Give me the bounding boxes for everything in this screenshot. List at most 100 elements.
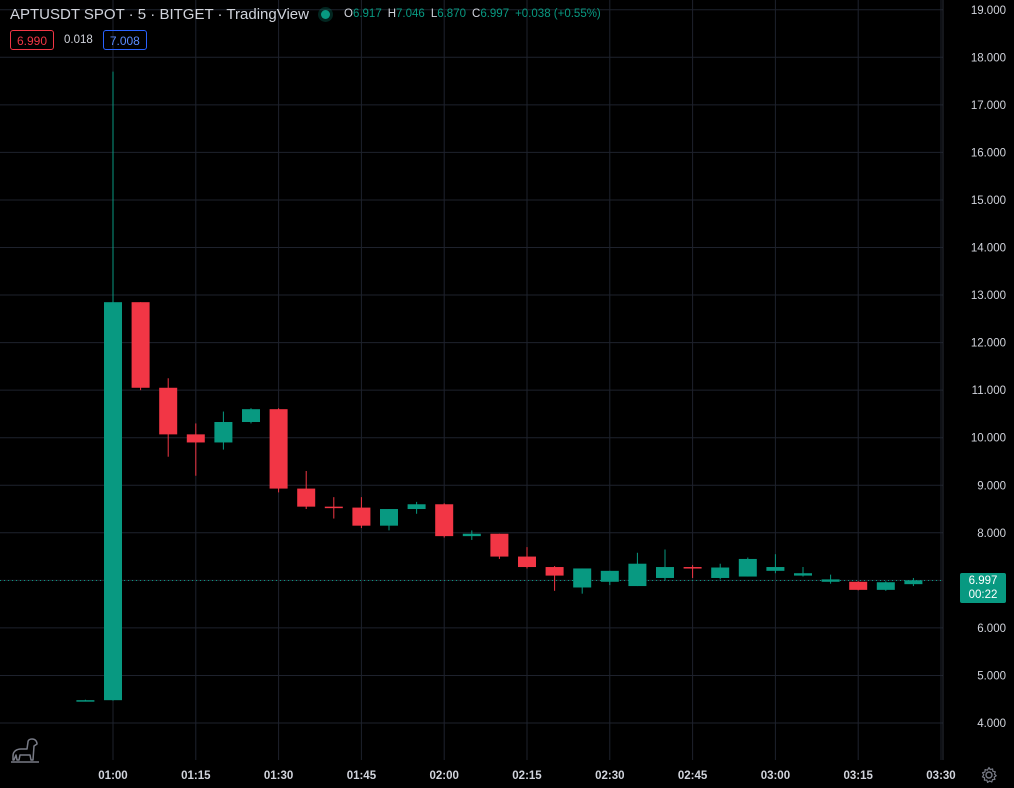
candle-body (104, 302, 122, 701)
candle-up (656, 549, 674, 581)
tradingview-dino-icon[interactable] (10, 736, 40, 764)
candle-up (766, 554, 785, 574)
x-tick-label: 02:30 (595, 770, 624, 782)
candle-body (407, 504, 426, 510)
y-tick-label: 17.000 (971, 100, 1006, 112)
candle-body (656, 567, 674, 578)
candle-up (214, 411, 233, 450)
candle-body (159, 387, 178, 435)
candle-up (738, 557, 757, 577)
candle-up (794, 567, 812, 577)
candle-up (821, 574, 840, 584)
x-tick-label: 03:30 (926, 770, 955, 782)
x-tick-label: 03:00 (761, 770, 790, 782)
x-tick-label: 03:15 (843, 770, 873, 782)
candle-down (186, 423, 205, 476)
candle-up (380, 509, 398, 531)
candle-down (490, 533, 509, 559)
candle-down (683, 565, 702, 578)
candle-body (821, 579, 840, 582)
close-value: 6.997 (480, 8, 510, 20)
x-tick-label: 02:45 (678, 770, 708, 782)
y-tick-label: 15.000 (971, 195, 1006, 207)
candle-body (131, 302, 150, 388)
candle-down (518, 547, 536, 569)
close-label: C (472, 8, 481, 20)
candle-down (269, 408, 288, 493)
candle-down (545, 566, 564, 591)
price-change: +0.038 (+0.55%) (515, 8, 601, 20)
y-tick-label: 4.000 (977, 718, 1006, 730)
market-status-dot-icon (320, 9, 330, 19)
candle-body (490, 533, 509, 557)
candle-body (628, 563, 647, 587)
candle-body (794, 573, 812, 576)
buy-price-button[interactable]: 7.008 (102, 30, 147, 50)
candle-body (518, 556, 536, 568)
open-label: O (343, 8, 353, 20)
candle-body (876, 582, 895, 590)
candle-down (297, 470, 316, 510)
candle-body (711, 567, 730, 578)
candle-body (849, 581, 868, 590)
x-tick-label: 01:45 (347, 770, 377, 782)
y-tick-label: 16.000 (971, 147, 1006, 159)
time-axis[interactable]: 01:00 01:15 01:30 01:45 02:00 02:15 02:30 02:45… (98, 770, 955, 782)
x-tick-label: 02:00 (429, 770, 458, 782)
last-price-value: 6.997 (968, 575, 998, 587)
y-tick-label: 14.000 (971, 243, 1006, 255)
candle-up (76, 699, 95, 702)
spread-value: 0.018 (64, 34, 93, 46)
quote-row: 6.990 0.018 7.008 (10, 29, 147, 51)
y-tick-label: 18.000 (971, 52, 1006, 64)
candle-body (269, 409, 288, 489)
candles (76, 71, 923, 702)
candle-up (407, 501, 426, 514)
candle-up (711, 563, 730, 580)
candle-down (131, 302, 150, 391)
sell-price-button[interactable]: 6.990 (10, 30, 55, 50)
bar-countdown: 00:22 (968, 589, 998, 601)
candle-down (324, 497, 343, 519)
candle-up (462, 530, 481, 540)
y-tick-label: 19.000 (971, 5, 1006, 17)
symbol-title[interactable]: APTUSDT SPOT · 5 · BITGET · TradingView (10, 5, 309, 23)
candle-down (435, 503, 454, 538)
candle-body (214, 422, 233, 443)
symbol-header: APTUSDT SPOT · 5 · BITGET · TradingView … (10, 4, 601, 24)
x-tick-label: 01:30 (264, 770, 293, 782)
x-tick-label: 01:15 (181, 770, 211, 782)
y-tick-label: 8.000 (977, 528, 1006, 540)
low-label: L (430, 8, 438, 20)
candle-body (738, 558, 757, 577)
candle-up (242, 408, 260, 424)
grid-lines (0, 0, 943, 760)
candle-down (159, 378, 178, 457)
candle-body (683, 567, 702, 569)
candle-body (462, 533, 481, 537)
low-value: 6.870 (437, 8, 466, 20)
y-tick-label: 12.000 (971, 338, 1006, 350)
x-tick-label: 02:15 (512, 770, 542, 782)
ohlc-values: O6.917 H7.046 L6.870 C6.997 +0.038 (+0.5… (344, 8, 601, 20)
candle-body (545, 567, 564, 576)
last-price-tag: 6.997 00:22 (960, 573, 1006, 603)
candle-down (352, 497, 371, 529)
high-value: 7.046 (396, 8, 425, 20)
candle-down (849, 581, 868, 591)
candle-body (324, 506, 343, 509)
gear-icon[interactable] (980, 766, 998, 784)
candle-up (904, 577, 923, 587)
price-axis[interactable]: 19.000 18.000 17.000 16.000 15.000 14.000 13.0… (971, 5, 1006, 730)
x-tick-label: 01:00 (98, 770, 127, 782)
candle-up (573, 568, 592, 594)
candle-body (573, 568, 592, 588)
open-value: 6.917 (352, 8, 382, 20)
high-label: H (387, 8, 397, 20)
candle-body (242, 409, 260, 423)
y-tick-label: 10.000 (971, 433, 1006, 445)
candle-up (876, 581, 895, 591)
candle-body (352, 507, 371, 526)
candle-body (600, 570, 619, 582)
